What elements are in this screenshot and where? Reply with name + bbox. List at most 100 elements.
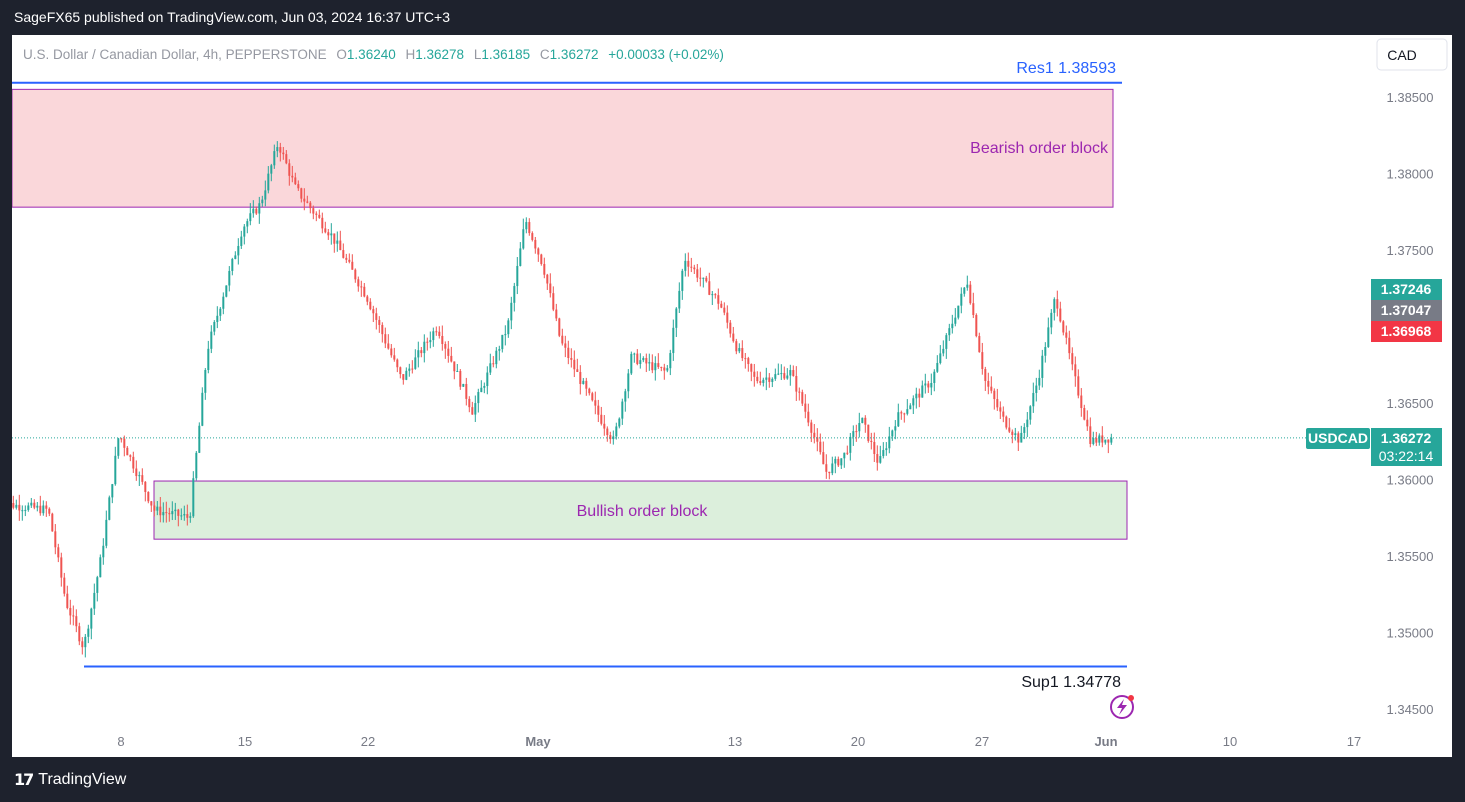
candle-down <box>828 471 831 474</box>
candle-down <box>147 491 150 502</box>
candle-up <box>474 403 477 415</box>
y-tick-label: 1.35500 <box>1387 549 1434 564</box>
candle-down <box>927 383 930 388</box>
candle-up <box>138 475 141 477</box>
lightning-icon[interactable] <box>1110 695 1134 719</box>
candle-down <box>705 277 708 282</box>
candle-up <box>423 341 426 354</box>
candle-down <box>978 336 981 353</box>
price-axis[interactable]: 1.385001.380001.375001.370001.365001.360… <box>1387 90 1434 717</box>
candle-up <box>522 229 525 249</box>
candle-down <box>546 274 549 284</box>
candle-down <box>288 163 291 176</box>
candle-down <box>981 352 984 370</box>
candle-up <box>1035 385 1038 393</box>
candle-up <box>105 519 108 546</box>
candle-down <box>699 277 702 279</box>
candle-up <box>498 349 501 351</box>
currency-button-label[interactable]: CAD <box>1387 47 1417 63</box>
candle-down <box>444 344 447 349</box>
candle-up <box>513 286 516 303</box>
candle-down <box>375 313 378 320</box>
candle-up <box>1020 432 1023 443</box>
candle-down <box>393 355 396 360</box>
candle-up <box>234 255 237 259</box>
legend-symbol: U.S. Dollar / Canadian Dollar, 4h, PEPPE… <box>23 47 327 62</box>
currency-button[interactable]: CAD <box>1376 38 1448 71</box>
candle-up <box>336 240 339 244</box>
candle-up <box>516 265 519 287</box>
candle-down <box>387 343 390 349</box>
candle-down <box>450 355 453 362</box>
candle-up <box>219 308 222 316</box>
candle-down <box>402 374 405 380</box>
candle-up <box>849 436 852 453</box>
candle-up <box>456 370 459 372</box>
candle-down <box>144 481 147 492</box>
candle-up <box>258 203 261 214</box>
candle-down <box>69 607 72 616</box>
candle-down <box>339 240 342 251</box>
candle-down <box>351 261 354 270</box>
candle-up <box>963 287 966 294</box>
candle-down <box>165 512 168 514</box>
candle-down <box>657 363 660 367</box>
candle-up <box>15 504 18 508</box>
candle-down <box>984 369 987 381</box>
candle-down <box>732 333 735 342</box>
candle-up <box>888 436 891 449</box>
y-tick-label: 1.37500 <box>1387 243 1434 258</box>
candle-up <box>483 386 486 388</box>
candle-down <box>381 324 384 335</box>
candle-up <box>90 608 93 629</box>
candle-up <box>639 360 642 365</box>
candle-down <box>78 626 81 642</box>
legend-open: 1.36240 <box>347 47 396 62</box>
candle-down <box>1107 439 1110 443</box>
candle-up <box>1032 392 1035 407</box>
candle-up <box>183 514 186 516</box>
candle-up <box>417 350 420 358</box>
candle-up <box>879 456 882 463</box>
candle-down <box>696 269 699 278</box>
time-axis[interactable]: 8 15 22 May 13 20 27 Jun 10 17 <box>117 734 1361 749</box>
candle-down <box>540 254 543 264</box>
candle-up <box>948 328 951 336</box>
candle-down <box>54 531 57 548</box>
candle-down <box>609 435 612 440</box>
candle-down <box>717 295 720 304</box>
candle-up <box>180 515 183 517</box>
candle-down <box>279 147 282 153</box>
candle-down <box>576 369 579 372</box>
x-tick-label: 22 <box>361 734 375 749</box>
bullish-order-block-zone[interactable] <box>153 480 1128 540</box>
x-tick-label: 27 <box>975 734 989 749</box>
candle-down <box>366 296 369 302</box>
candle-up <box>861 417 864 423</box>
candle-up <box>711 294 714 296</box>
candle-down <box>186 514 189 518</box>
candle-up <box>108 497 111 520</box>
candle-down <box>594 400 597 406</box>
candle-down <box>126 447 129 456</box>
candle-down <box>75 616 78 627</box>
candle-up <box>162 512 165 516</box>
candle-down <box>306 201 309 203</box>
candle-down <box>735 341 738 352</box>
candle-up <box>1041 355 1044 378</box>
candle-up <box>789 370 792 376</box>
candle-up <box>894 426 897 431</box>
bearish-order-block-zone[interactable] <box>11 88 1114 208</box>
candle-up <box>114 455 117 485</box>
candle-up <box>777 373 780 375</box>
candle-up <box>273 151 276 166</box>
candle-up <box>954 317 957 324</box>
candle-down <box>690 266 693 268</box>
candle-up <box>762 379 765 383</box>
badge-mid-text: 1.37047 <box>1381 302 1432 318</box>
candle-down <box>804 403 807 412</box>
price-chart[interactable]: U.S. Dollar / Canadian Dollar, 4h, PEPPE… <box>0 35 1452 757</box>
candle-down <box>60 557 63 578</box>
publish-header: SageFX65 published on TradingView.com, J… <box>14 9 450 25</box>
candle-up <box>42 505 45 514</box>
